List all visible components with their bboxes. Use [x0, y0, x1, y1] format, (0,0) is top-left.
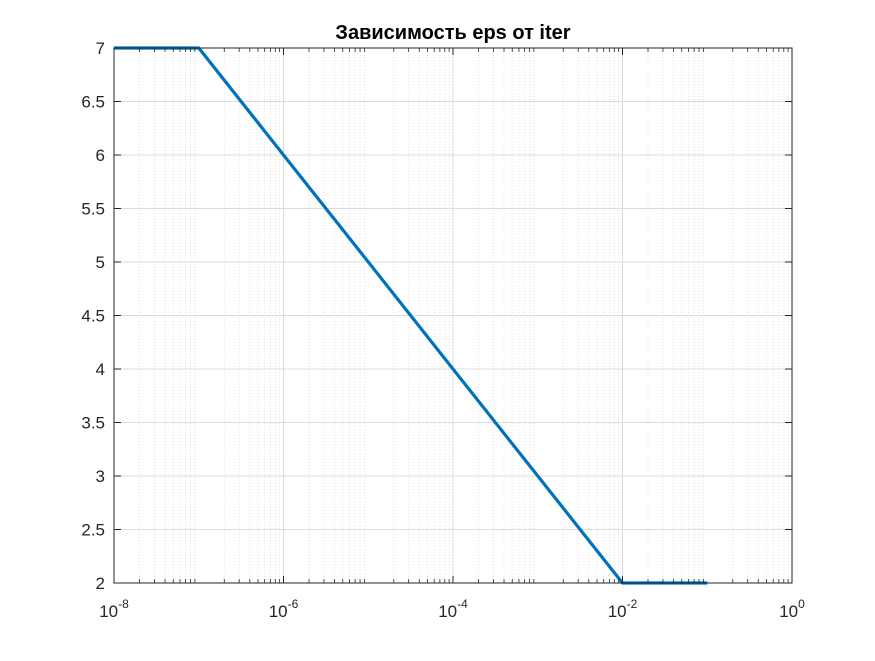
y-tick-label: 2.5: [81, 521, 105, 540]
y-tick-label: 5: [96, 253, 105, 272]
x-tick-label: 10-8: [99, 597, 129, 621]
tick-marks: [113, 47, 793, 584]
x-tick-label: 10-4: [438, 597, 468, 621]
y-tick-label: 5.5: [81, 200, 105, 219]
chart-title: Зависимость eps от iter: [335, 22, 570, 44]
y-tick-label: 6.5: [81, 93, 105, 112]
y-tick-labels: 2 2.5 3 3.5 4 4.5 5 5.5 6 6.5 7: [81, 39, 105, 593]
x-tick-label: 100: [779, 597, 805, 621]
y-tick-label: 3.5: [81, 414, 105, 433]
y-tick-label: 6: [96, 146, 105, 165]
y-tick-label: 2: [96, 574, 105, 593]
y-tick-label: 4.5: [81, 307, 105, 326]
y-tick-label: 4: [96, 360, 105, 379]
y-tick-label: 3: [96, 467, 105, 486]
series-layer: [114, 46, 708, 585]
x-tick-label: 10-2: [608, 597, 638, 621]
x-tick-labels: 10-8 10-6 10-4 10-2 100: [99, 597, 805, 621]
y-tick-label: 7: [96, 39, 105, 58]
series-line-1: [114, 46, 708, 585]
grid: [113, 47, 793, 584]
x-tick-label: 10-6: [269, 597, 299, 621]
